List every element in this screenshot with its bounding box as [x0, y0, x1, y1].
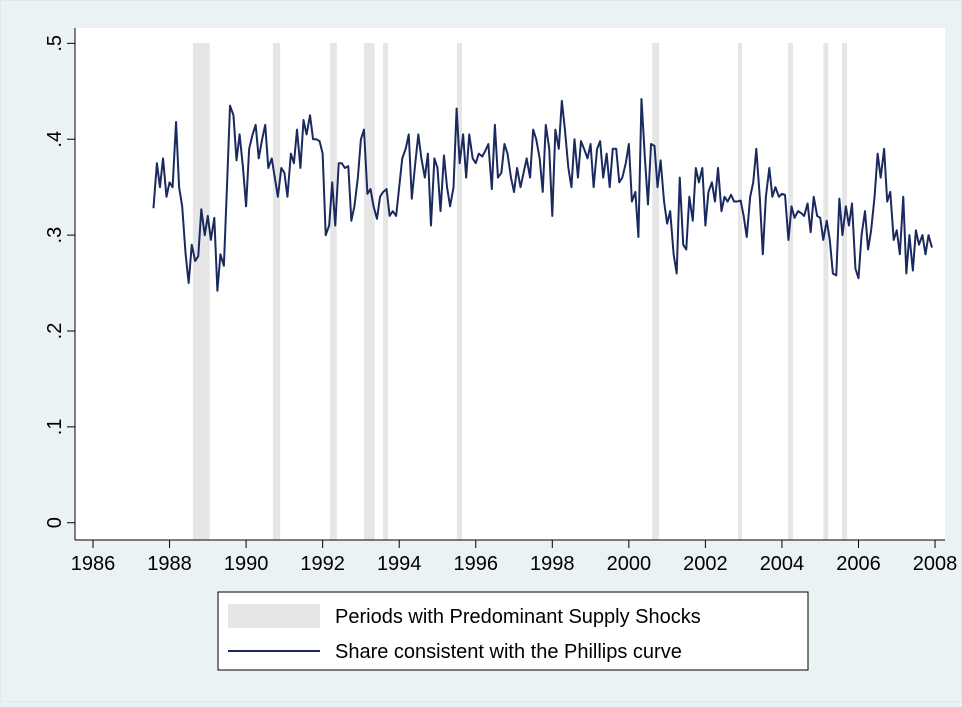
x-tick-label: 1986 [71, 553, 116, 575]
shock-period [788, 43, 794, 540]
shock-period [456, 43, 462, 540]
shock-period [652, 43, 660, 540]
legend-label: Periods with Predominant Supply Shocks [335, 606, 701, 628]
shock-period [383, 43, 389, 540]
y-tick-label: .1 [44, 419, 66, 436]
shock-period [842, 43, 848, 540]
plot-region [75, 28, 945, 540]
y-tick-label: .5 [44, 35, 66, 52]
x-tick-label: 1996 [453, 553, 498, 575]
shock-period [272, 43, 281, 540]
x-tick-label: 1994 [377, 553, 422, 575]
x-tick-label: 1990 [224, 553, 269, 575]
x-tick-label: 1988 [147, 553, 192, 575]
x-tick-label: 2008 [913, 553, 958, 575]
x-tick-label: 2006 [836, 553, 881, 575]
shock-period [363, 43, 375, 540]
x-tick-label: 1998 [530, 553, 575, 575]
series-line [152, 97, 933, 292]
x-tick-label: 1992 [300, 553, 345, 575]
shock-period [192, 43, 210, 540]
shock-period [329, 43, 337, 540]
legend-label: Share consistent with the Phillips curve [335, 641, 682, 663]
legend-box [217, 591, 809, 671]
x-tick-label: 2002 [683, 553, 728, 575]
shock-period [823, 43, 829, 540]
y-tick-label: 0 [44, 517, 66, 528]
y-tick-label: .3 [44, 227, 66, 244]
shock-period [737, 43, 743, 540]
y-tick-label: .4 [44, 131, 66, 148]
legend-swatch [228, 604, 320, 628]
y-tick-label: .2 [44, 323, 66, 340]
x-tick-label: 2000 [607, 553, 652, 575]
x-tick-label: 2004 [760, 553, 805, 575]
